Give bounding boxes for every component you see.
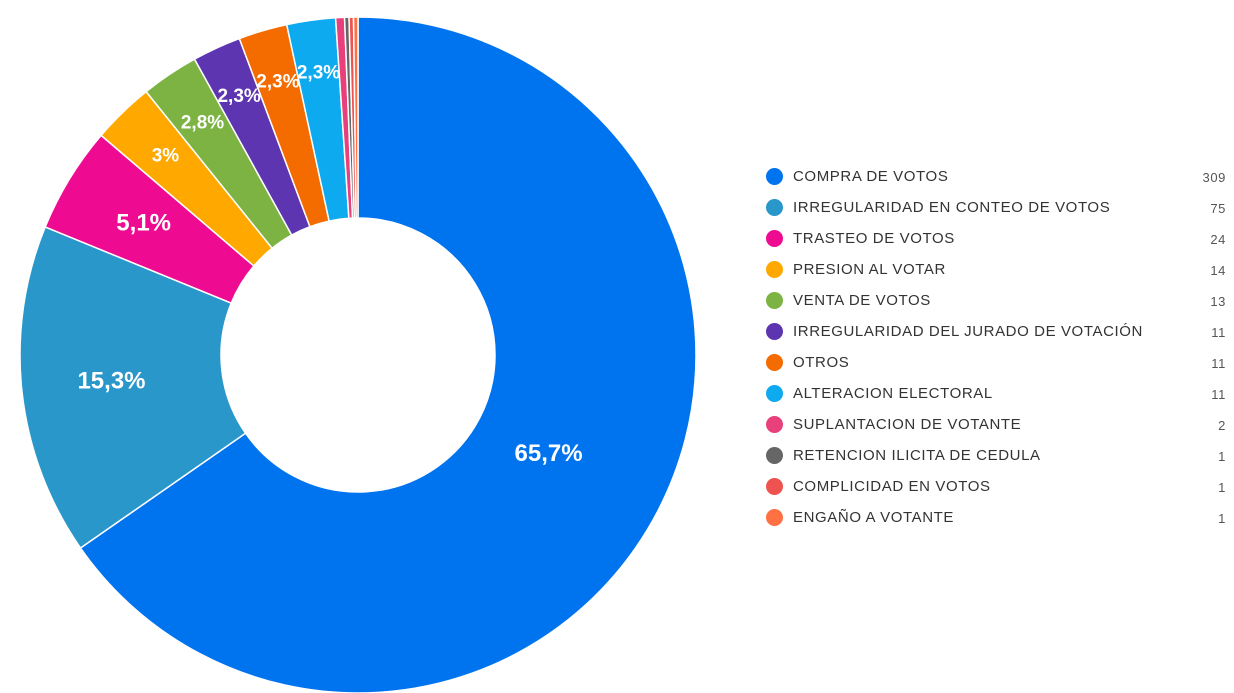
legend-count: 75	[1210, 201, 1226, 216]
legend-count: 1	[1218, 449, 1226, 464]
legend-item: IRREGULARIDAD DEL JURADO DE VOTACIÓN 11	[766, 321, 1226, 352]
slice	[19, 225, 247, 550]
legend-count: 309	[1202, 170, 1226, 185]
legend-label: PRESION AL VOTAR	[793, 261, 946, 278]
legend-label: ENGAÑO A VOTANTE	[793, 509, 955, 526]
legend-count: 1	[1218, 511, 1226, 526]
legend-item: ENGAÑO A VOTANTE 1	[766, 507, 1226, 538]
legend-label: VENTA DE VOTOS	[793, 292, 931, 309]
legend-count: 11	[1211, 356, 1226, 371]
legend-dot	[766, 323, 783, 340]
legend-dot	[766, 292, 783, 309]
slice	[79, 16, 697, 693]
legend-count: 13	[1210, 294, 1226, 309]
legend-dot	[766, 230, 783, 247]
legend-label: SUPLANTACION DE VOTANTE	[793, 416, 1022, 433]
legend-item: IRREGULARIDAD EN CONTEO DE VOTOS 75	[766, 197, 1226, 228]
legend-count: 11	[1211, 325, 1226, 340]
legend-dot	[766, 261, 783, 278]
slice	[352, 16, 359, 219]
legend-item: ALTERACION ELECTORAL 11	[766, 383, 1226, 414]
legend-dot	[766, 509, 783, 526]
legend-label: TRASTEO DE VOTOS	[793, 230, 955, 247]
legend-count: 24	[1210, 232, 1226, 247]
legend-label: OTROS	[793, 354, 850, 371]
legend-count: 1	[1218, 480, 1226, 495]
slice-label: 2,3%	[297, 63, 340, 84]
slice-label: 5,1%	[116, 210, 171, 237]
legend-dot	[766, 478, 783, 495]
legend-label: IRREGULARIDAD DEL JURADO DE VOTACIÓN	[793, 323, 1143, 340]
legend: COMPRA DE VOTOS 309 IRREGULARIDAD EN CONTE…	[766, 166, 1226, 538]
slice-label: 65,7%	[515, 440, 583, 467]
legend-count: 11	[1211, 387, 1226, 402]
legend-label: RETENCION ILICITA DE CEDULA	[793, 447, 1041, 464]
legend-label: COMPRA DE VOTOS	[793, 168, 949, 185]
slice-label: 2,8%	[181, 112, 224, 133]
slice-label: 2,3%	[256, 71, 299, 92]
legend-dot	[766, 447, 783, 464]
legend-dot	[766, 199, 783, 216]
legend-item: COMPRA DE VOTOS 309	[766, 166, 1226, 197]
legend-item: PRESION AL VOTAR 14	[766, 259, 1226, 290]
legend-item: VENTA DE VOTOS 13	[766, 290, 1226, 321]
slice-label: 3%	[152, 146, 180, 167]
legend-item: TRASTEO DE VOTOS 24	[766, 228, 1226, 259]
legend-label: IRREGULARIDAD EN CONTEO DE VOTOS	[793, 199, 1111, 216]
legend-label: ALTERACION ELECTORAL	[793, 385, 993, 402]
legend-count: 2	[1218, 418, 1226, 433]
slice-label: 15,3%	[77, 367, 145, 394]
legend-count: 14	[1210, 263, 1226, 278]
legend-dot	[766, 354, 783, 371]
legend-dot	[766, 416, 783, 433]
legend-item: OTROS 11	[766, 352, 1226, 383]
legend-dot	[766, 385, 783, 402]
legend-item: SUPLANTACION DE VOTANTE 2	[766, 414, 1226, 445]
slice-label: 2,3%	[217, 86, 260, 107]
legend-label: COMPLICIDAD EN VOTOS	[793, 478, 991, 495]
legend-dot	[766, 168, 783, 185]
legend-item: RETENCION ILICITA DE CEDULA 1	[766, 445, 1226, 476]
legend-item: COMPLICIDAD EN VOTOS 1	[766, 476, 1226, 507]
